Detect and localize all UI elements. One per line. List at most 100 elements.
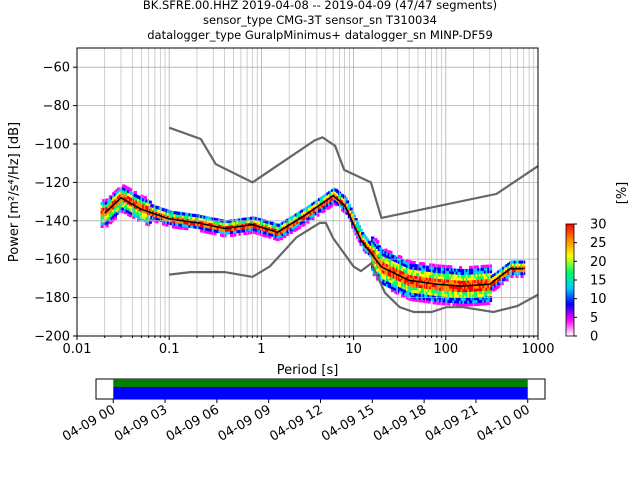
histogram-cell (405, 284, 410, 288)
histogram-cell (419, 287, 423, 291)
histogram-cell (351, 210, 355, 214)
histogram-cell (372, 273, 376, 277)
histogram-cell (463, 280, 468, 284)
histogram-cell (385, 263, 390, 267)
histogram-cell (316, 199, 320, 203)
histogram-cell (495, 271, 499, 275)
histogram-cell (128, 202, 132, 206)
histogram-cell (244, 220, 249, 224)
histogram-cell (400, 291, 405, 295)
x-tick-label: 0.01 (63, 342, 92, 357)
histogram-cell (392, 258, 396, 262)
histogram-cell (392, 266, 396, 270)
histogram-cell (165, 212, 169, 216)
histogram-cell (439, 278, 443, 282)
histogram-cell (467, 271, 471, 275)
chart-title-line-2: sensor_type CMG-3T sensor_sn T310034 (203, 13, 437, 27)
histogram-cell (399, 290, 403, 294)
histogram-cell (276, 235, 280, 239)
histogram-cell (107, 205, 111, 209)
histogram-cell (455, 300, 459, 304)
histogram-cell (478, 296, 483, 300)
histogram-cell (397, 260, 401, 264)
histogram-cell (322, 209, 327, 213)
histogram-cell (371, 236, 375, 240)
histogram-cell (294, 216, 298, 220)
histogram-cell (445, 282, 449, 286)
histogram-cell (137, 207, 141, 211)
histogram-cell (387, 267, 391, 271)
histogram-cell (327, 202, 332, 206)
histogram-cell (399, 273, 403, 277)
histogram-cell (394, 267, 398, 271)
histogram-cell (463, 289, 468, 293)
histogram-cell (449, 276, 453, 280)
histogram-cell (349, 207, 353, 211)
histogram-cell (429, 263, 433, 267)
histogram-cell (135, 200, 139, 204)
histogram-cell (334, 203, 338, 207)
histogram-cell (346, 206, 350, 210)
histogram-cell (503, 265, 508, 269)
histogram-cell (137, 215, 141, 219)
histogram-cell (420, 265, 425, 269)
histogram-cell (246, 220, 250, 224)
histogram-cell (216, 224, 220, 228)
histogram-cell (493, 275, 498, 279)
histogram-cell (203, 215, 207, 219)
histogram-cell (356, 224, 360, 228)
histogram-cell (450, 271, 454, 275)
histogram-cell (329, 204, 333, 208)
histogram-cell (430, 298, 434, 302)
histogram-cell (153, 208, 157, 212)
histogram-cell (381, 266, 385, 270)
histogram-cell (125, 189, 129, 193)
histogram-cell (286, 233, 290, 237)
histogram-cell (215, 224, 219, 228)
histogram-cell (410, 289, 415, 293)
histogram-cell (296, 212, 300, 216)
histogram-cell (186, 224, 191, 228)
histogram-cell (382, 273, 386, 277)
histogram-cell (183, 212, 187, 216)
histogram-cell (419, 270, 423, 274)
histogram-cell (430, 280, 434, 284)
histogram-cell (127, 198, 131, 202)
histogram-cell (303, 208, 307, 212)
histogram-cell (377, 245, 381, 249)
histogram-cell (437, 278, 441, 282)
histogram-cell (467, 274, 471, 278)
histogram-cell (497, 279, 501, 283)
histogram-cell (510, 260, 514, 264)
histogram-cell (415, 275, 420, 279)
histogram-cell (155, 220, 159, 224)
histogram-cell (498, 280, 503, 284)
histogram-cell (183, 221, 187, 225)
histogram-cell (181, 221, 186, 225)
histogram-cell (467, 280, 471, 284)
histogram-cell (332, 187, 337, 191)
histogram-cell (435, 301, 439, 305)
histogram-cell (263, 222, 267, 226)
histogram-cell (243, 220, 247, 224)
histogram-cell (334, 200, 338, 204)
histogram-cell (153, 211, 157, 215)
histogram-cell (379, 256, 383, 260)
histogram-cell (143, 198, 147, 202)
histogram-cell (185, 224, 189, 228)
histogram-cell (404, 269, 408, 273)
histogram-cell (171, 213, 176, 217)
histogram-cell (359, 228, 363, 232)
histogram-cell (470, 274, 474, 278)
histogram-cell (171, 222, 176, 226)
histogram-cell (424, 291, 428, 295)
histogram-cell (429, 286, 433, 290)
histogram-cell (454, 274, 458, 278)
histogram-cell (488, 290, 493, 294)
histogram-cell (390, 263, 395, 267)
histogram-cell (487, 276, 491, 280)
histogram-cell (400, 276, 405, 280)
histogram-cell (420, 262, 425, 266)
mean-curve (104, 194, 524, 287)
histogram-cell (185, 218, 189, 222)
